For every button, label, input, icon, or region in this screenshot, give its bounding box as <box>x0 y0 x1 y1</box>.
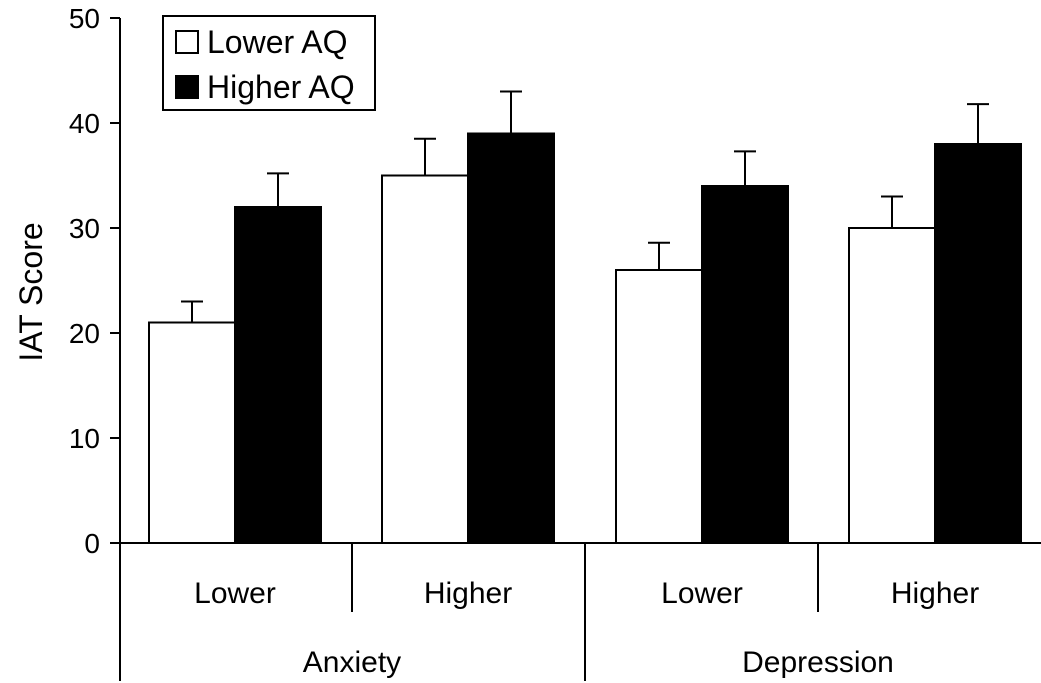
bar <box>148 321 236 544</box>
bar <box>615 269 703 544</box>
legend-swatch-higher-aq <box>175 75 199 99</box>
y-axis-ticks: 0 10 20 30 40 50 <box>69 3 120 559</box>
y-tick-label: 0 <box>84 528 100 559</box>
y-tick-label: 30 <box>69 213 100 244</box>
y-tick-label: 10 <box>69 423 100 454</box>
bar <box>234 206 322 544</box>
bars <box>148 132 1022 544</box>
bar <box>381 174 469 544</box>
x-category-label: Lower <box>661 577 743 610</box>
y-tick-label: 20 <box>69 318 100 349</box>
x-category-label: Higher <box>891 577 979 610</box>
y-axis-title: IAT Score <box>13 222 49 361</box>
x-category-label: Higher <box>424 577 512 610</box>
axes <box>119 18 1041 681</box>
x-category-label: Lower <box>194 577 276 610</box>
legend-label-higher-aq: Higher AQ <box>207 69 355 105</box>
y-tick-label: 50 <box>69 3 100 34</box>
x-axis-labels: Lower Higher Lower Higher Anxiety Depression <box>194 577 979 679</box>
bar <box>934 143 1022 544</box>
bar <box>701 185 789 544</box>
x-group-label: Depression <box>742 646 894 679</box>
legend-swatch-lower-aq <box>175 30 199 54</box>
error-bars <box>181 90 989 323</box>
bar <box>848 227 936 544</box>
bar <box>467 132 555 544</box>
legend-label-lower-aq: Lower AQ <box>207 24 348 60</box>
y-tick-label: 40 <box>69 108 100 139</box>
x-group-label: Anxiety <box>303 646 401 679</box>
legend: Lower AQ Higher AQ <box>162 15 376 111</box>
